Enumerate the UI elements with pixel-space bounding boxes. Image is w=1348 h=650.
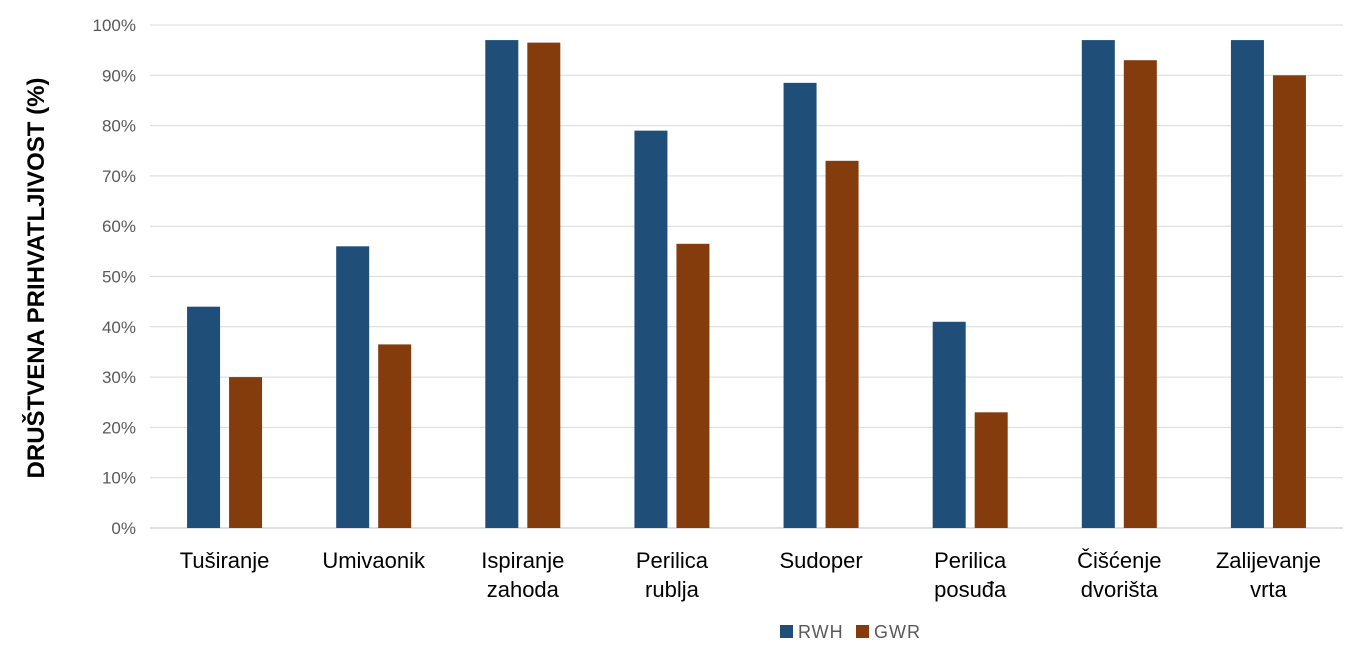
x-category-label: Zalijevanje vrta: [1216, 548, 1321, 602]
y-tick-label: 90%: [102, 66, 136, 85]
y-tick-label: 100%: [93, 16, 136, 35]
y-tick-label: 50%: [102, 268, 136, 287]
bar-rwh: [485, 40, 519, 529]
bar-rwh: [336, 246, 370, 528]
bars: [187, 40, 1306, 529]
bar-gwr: [229, 377, 263, 528]
legend: RWH GWR: [780, 622, 921, 642]
y-tick-label: 70%: [102, 167, 136, 186]
bar-rwh: [1230, 40, 1264, 529]
legend-swatch-gwr: [856, 625, 869, 638]
y-tick-label: 0%: [111, 519, 136, 538]
y-tick-label: 60%: [102, 217, 136, 236]
bar-rwh: [634, 130, 668, 528]
bar-gwr: [825, 160, 859, 528]
legend-label-gwr: GWR: [874, 622, 921, 642]
x-category-label: Sudoper: [779, 548, 862, 573]
y-tick-label: 10%: [102, 469, 136, 488]
y-tick-label: 30%: [102, 368, 136, 387]
y-axis-ticks: 0% 10% 20% 30% 40% 50% 60% 70% 80% 90% 100%: [93, 16, 136, 538]
gridlines: [150, 24, 1343, 529]
x-category-label: Perilica posuđa: [934, 548, 1007, 602]
bar-rwh: [783, 82, 817, 528]
bar-rwh: [1081, 40, 1115, 529]
y-tick-label: 80%: [102, 117, 136, 136]
y-axis-label: DRUŠTVENA PRIHVATLJIVOST (%): [22, 78, 50, 479]
bar-gwr: [974, 412, 1008, 528]
y-tick-label: 20%: [102, 418, 136, 437]
bar-gwr: [1123, 60, 1157, 529]
x-category-label: Čišćenje dvorišta: [1077, 548, 1161, 602]
x-axis-categories: Tuširanje Umivaonik Ispiranje zahoda Perilic…: [180, 548, 1321, 602]
bar-gwr: [1272, 75, 1306, 529]
x-category-label: Perilica rublja: [636, 548, 709, 602]
bar-rwh: [932, 321, 966, 528]
legend-label-rwh: RWH: [798, 622, 844, 642]
x-category-label: Ispiranje zahoda: [481, 548, 564, 602]
bar-rwh: [187, 306, 221, 528]
bar-gwr: [676, 243, 710, 528]
x-category-label: Umivaonik: [322, 548, 426, 573]
x-category-label: Tuširanje: [180, 548, 270, 573]
bar-gwr: [378, 344, 412, 528]
y-tick-label: 40%: [102, 318, 136, 337]
bar-gwr: [527, 42, 561, 528]
legend-swatch-rwh: [780, 625, 793, 638]
